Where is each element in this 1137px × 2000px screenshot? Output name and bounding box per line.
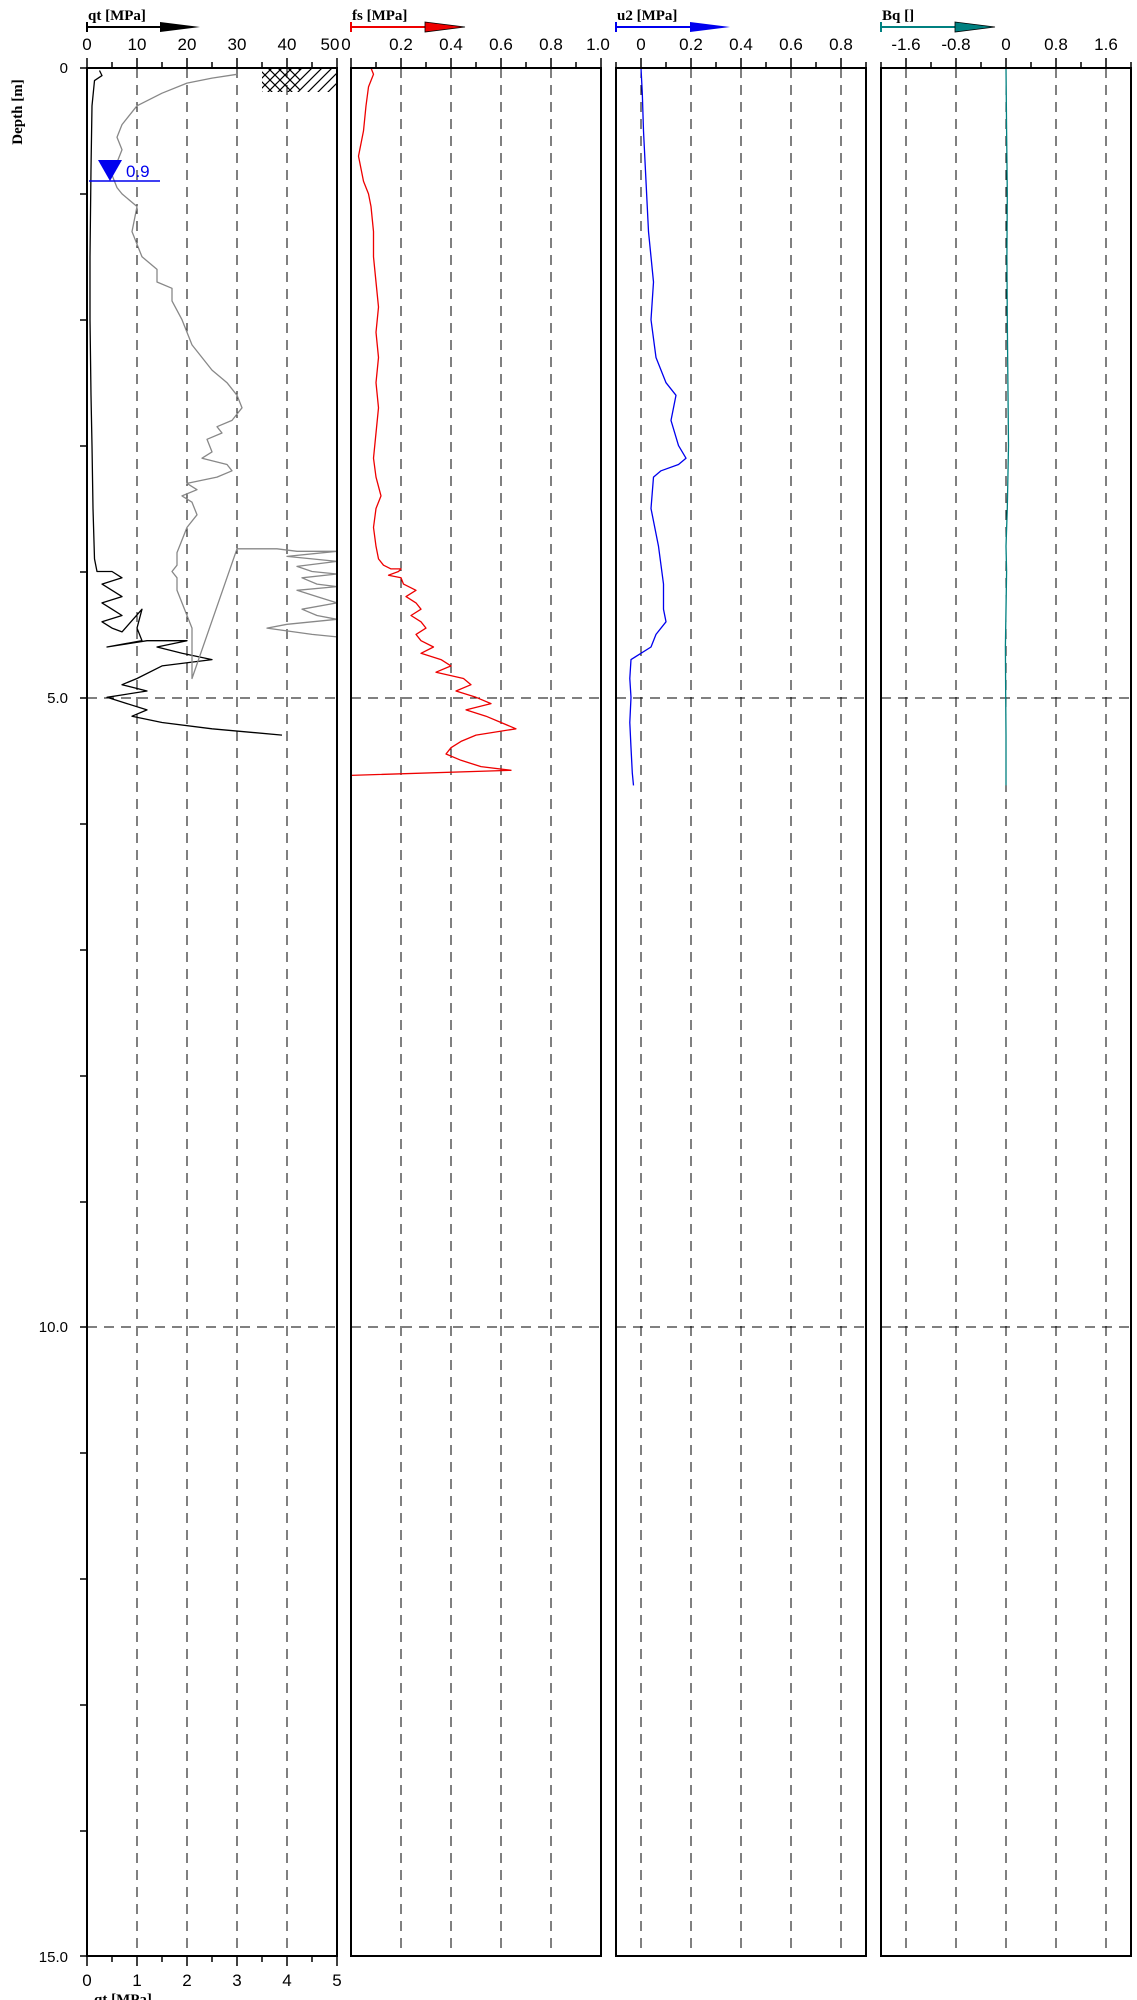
x-tick-label: 0.4 <box>729 35 753 54</box>
depth-tick-label: 10.0 <box>39 1319 68 1336</box>
x-tick-label: 0.4 <box>439 35 463 54</box>
panel-fs-minor-ticks <box>350 58 602 68</box>
x-tick-label: 0.6 <box>779 35 803 54</box>
panel-u2-top-ticks: 0 0.2 0.4 0.6 0.8 <box>636 35 853 54</box>
x-tick-label: 0.8 <box>1044 35 1068 54</box>
panel-qt-bottom-ticks: 0 1 2 3 4 5 <box>82 1971 341 1990</box>
x-tick-label: 1.0 <box>586 35 610 54</box>
series-line-3-1 <box>629 67 687 786</box>
x2-tick-label: 3 <box>232 1971 241 1990</box>
x-tick-label: 40 <box>278 35 297 54</box>
panel-qt-bottom-label: qt [MPa] <box>94 1992 152 2000</box>
panel-fs-series-layer <box>350 67 517 780</box>
panel-fs-grid <box>351 68 601 1956</box>
depth-ticks: 0 5.0 10.0 15.0 <box>39 60 68 1966</box>
panel-u2-series-layer <box>629 67 687 786</box>
panel-bq-frame <box>880 67 1132 1957</box>
panel-bq-top-ticks: -1.6 -0.8 0 0.8 1.6 <box>891 35 1117 54</box>
x-tick-label: 0 <box>1001 35 1010 54</box>
panel-bq-scale-arrow <box>880 21 996 33</box>
x-tick-label: 0 <box>341 35 350 54</box>
panel-qt-grid <box>87 68 337 1956</box>
water-level-marker: 0.9 <box>89 160 160 182</box>
x-tick-label: 0 <box>82 35 91 54</box>
panel-u2-grid <box>616 68 866 1956</box>
x-tick-label: 1.6 <box>1094 35 1118 54</box>
panel-qt-frame <box>86 67 338 1957</box>
panel-fs-frame <box>350 67 602 1957</box>
panel-qt-series-layer <box>89 70 338 742</box>
depth-tick-label: 15.0 <box>39 1949 68 1966</box>
panel-bq-series-layer <box>1004 67 1010 786</box>
x-tick-label: 50 <box>321 35 340 54</box>
x-tick-label: -0.8 <box>941 35 970 54</box>
panel-bq: Bq [] -1.6 -0.8 0 0.8 1.6 <box>880 8 1132 1957</box>
panel-fs-title: fs [MPa] <box>352 8 407 24</box>
panel-u2-title: u2 [MPa] <box>617 8 677 24</box>
series-line-1-2 <box>111 73 338 742</box>
x-tick-label: 10 <box>128 35 147 54</box>
panel-u2-frame <box>615 67 867 1957</box>
x-tick-label: -1.6 <box>891 35 920 54</box>
x-tick-label: 0 <box>636 35 645 54</box>
panel-qt-hatched-region-cross <box>262 68 300 92</box>
panel-bq-grid <box>881 68 1131 1956</box>
water-level-label: 0.9 <box>126 162 150 181</box>
x-tick-label: 0.6 <box>489 35 513 54</box>
panel-fs: fs [MPa] 0 0.2 0.4 0.6 0.8 1.0 <box>341 8 610 1957</box>
panel-u2-scale-arrow <box>615 22 730 32</box>
panel-qt-top-ticks: 0 10 20 30 40 50 <box>82 35 339 54</box>
series-line-2-1 <box>350 67 517 780</box>
panel-fs-top-ticks: 0 0.2 0.4 0.6 0.8 1.0 <box>341 35 610 54</box>
panel-u2: u2 [MPa] 0 0.2 0.4 0.6 0.8 <box>615 8 867 1957</box>
water-level-triangle <box>98 160 122 181</box>
depth-minor-ticks <box>80 67 87 1957</box>
x2-tick-label: 5 <box>332 1971 341 1990</box>
x-tick-label: 0.2 <box>679 35 703 54</box>
panel-qt: qt [MPa] 0 10 20 30 40 50 <box>80 8 342 2000</box>
panel-bq-title: Bq [] <box>882 8 914 24</box>
series-line-1-1 <box>89 70 283 736</box>
panel-u2-minor-ticks <box>615 58 867 68</box>
panel-fs-scale-arrow <box>350 21 466 33</box>
panel-qt-minor-ticks <box>86 58 338 1966</box>
panel-qt-title: qt [MPa] <box>88 8 146 24</box>
x-tick-label: 0.8 <box>829 35 853 54</box>
x-tick-label: 30 <box>228 35 247 54</box>
x2-tick-label: 1 <box>132 1971 141 1990</box>
depth-tick-label: 5.0 <box>47 690 68 707</box>
panel-qt-scale-arrow <box>86 22 200 32</box>
x-tick-label: 0.2 <box>389 35 413 54</box>
panel-bq-minor-ticks <box>880 58 1132 68</box>
x2-tick-label: 2 <box>182 1971 191 1990</box>
x-tick-label: 0.8 <box>539 35 563 54</box>
x2-tick-label: 0 <box>82 1971 91 1990</box>
series-line-4-1 <box>1004 67 1010 786</box>
depth-tick-label: 0 <box>60 60 68 77</box>
y-axis-label: Depth [m] <box>10 79 26 144</box>
x-tick-label: 20 <box>178 35 197 54</box>
x2-tick-label: 4 <box>282 1971 291 1990</box>
